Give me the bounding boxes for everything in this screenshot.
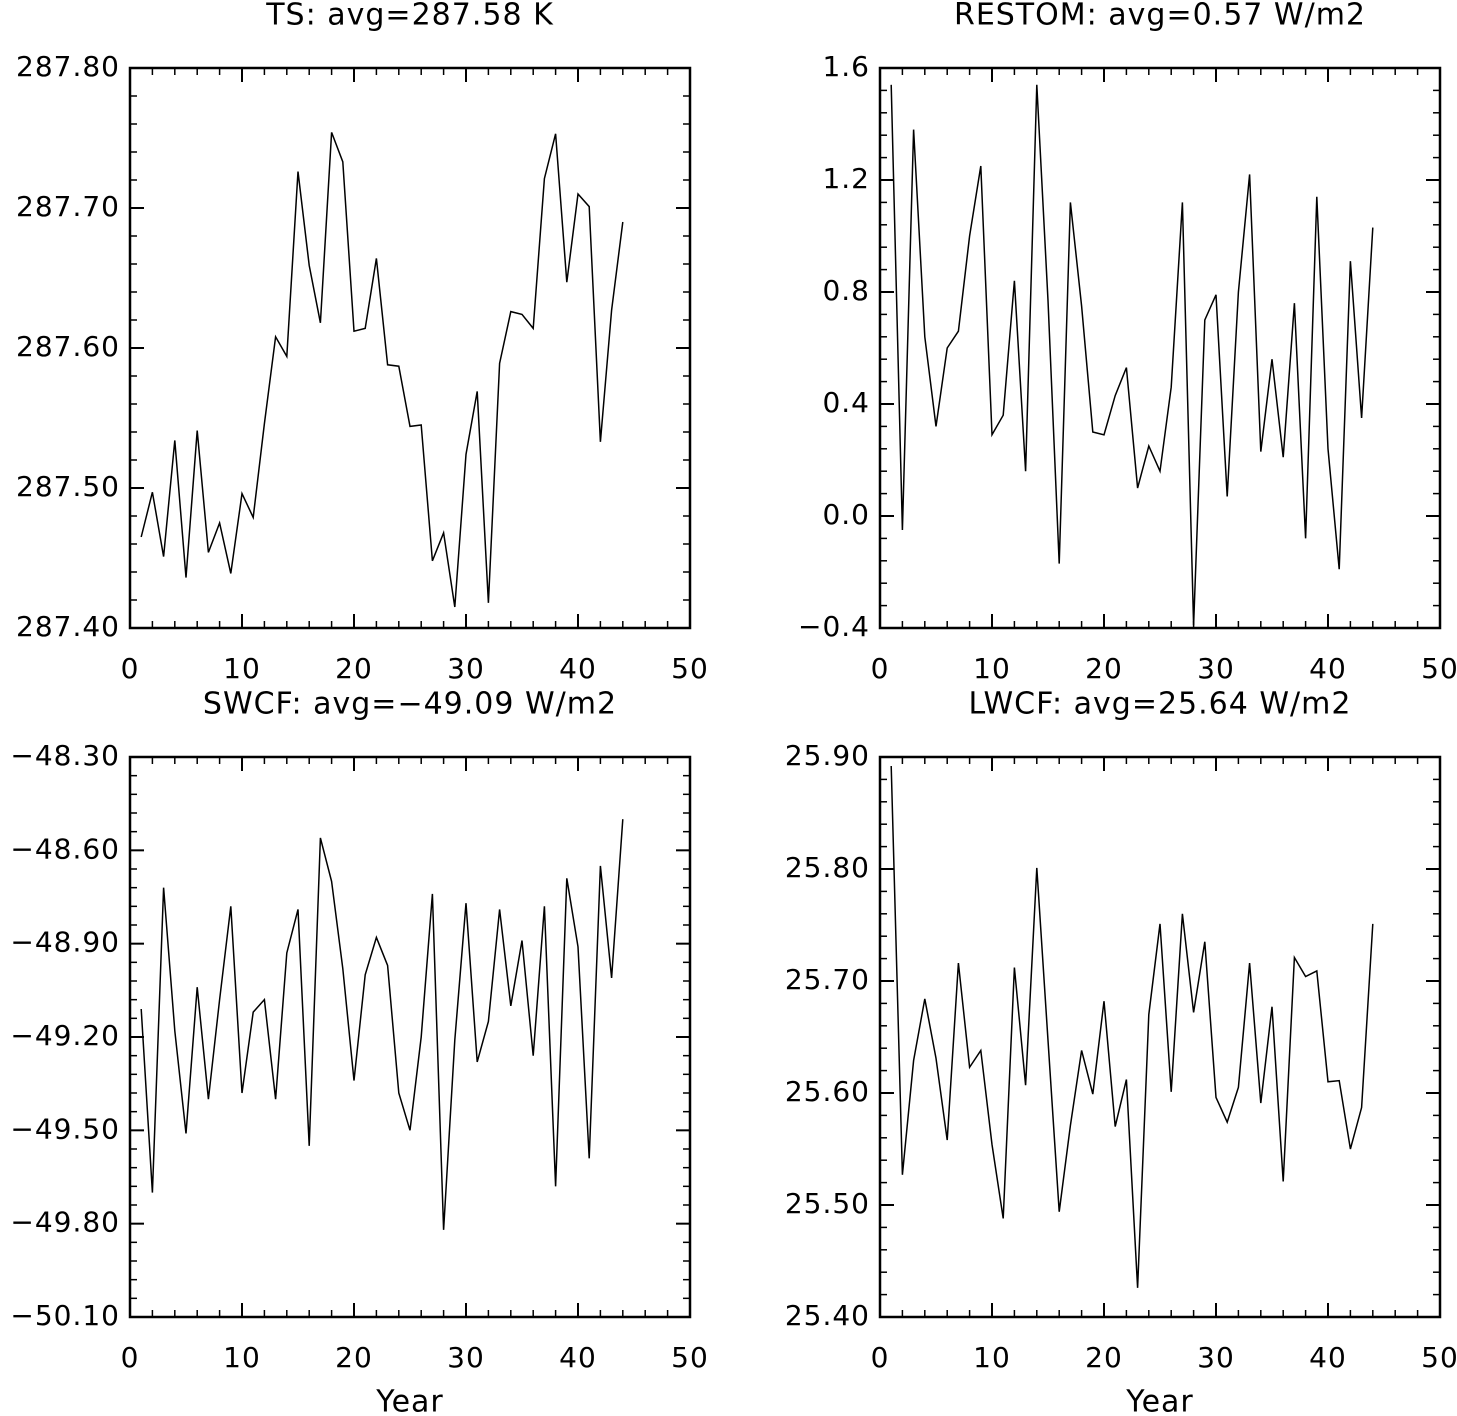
y-tick-label: 287.70 [16, 190, 120, 223]
x-tick-label: 30 [1197, 1341, 1235, 1374]
x-axis-label: Year [375, 1385, 444, 1416]
x-axis-label: Year [1125, 1385, 1194, 1416]
y-tick-label: 287.60 [16, 330, 120, 363]
data-line [140, 132, 624, 608]
x-tick-label: 20 [1085, 652, 1123, 685]
y-tick-label: 1.6 [822, 50, 870, 83]
y-tick-label: −49.50 [10, 1112, 120, 1145]
y-tick-label: 287.50 [16, 470, 120, 503]
x-tick-label: 20 [1085, 1341, 1123, 1374]
y-tick-label: 25.50 [785, 1187, 870, 1220]
plot-frame [878, 66, 1442, 630]
y-tick-label: −48.30 [10, 739, 120, 772]
y-tick-label: −49.80 [10, 1206, 120, 1239]
x-tick-label: 20 [335, 1341, 373, 1374]
x-tick-label: 0 [121, 1341, 140, 1374]
x-tick-label: 40 [559, 1341, 597, 1374]
plot-frame [878, 755, 1442, 1319]
chart-title: LWCF: avg=25.64 W/m2 [969, 687, 1352, 722]
x-tick-label: 30 [1197, 652, 1235, 685]
y-tick-label: −48.90 [10, 926, 120, 959]
x-tick-label: 50 [1421, 1341, 1457, 1374]
y-tick-label: −49.20 [10, 1019, 120, 1052]
x-tick-label: 10 [223, 1341, 261, 1374]
y-tick-label: 0.0 [822, 498, 870, 531]
y-tick-label: 287.40 [16, 610, 120, 643]
data-line [890, 765, 1374, 1288]
x-tick-label: 40 [559, 652, 597, 685]
x-tick-label: 30 [447, 1341, 485, 1374]
x-tick-label: 40 [1309, 1341, 1347, 1374]
y-tick-label: −0.4 [798, 610, 870, 643]
y-tick-label: 25.70 [785, 963, 870, 996]
chart-title: SWCF: avg=−49.09 W/m2 [203, 687, 617, 722]
x-tick-label: 0 [121, 652, 140, 685]
x-tick-label: 10 [973, 1341, 1011, 1374]
x-tick-label: 0 [871, 1341, 890, 1374]
x-tick-label: 50 [671, 652, 709, 685]
x-tick-label: 10 [973, 652, 1011, 685]
y-tick-label: 287.80 [16, 50, 120, 83]
plot-frame [128, 66, 692, 630]
y-tick-label: 0.4 [822, 386, 870, 419]
y-tick-label: 25.60 [785, 1075, 870, 1108]
x-tick-label: 50 [1421, 652, 1457, 685]
y-tick-label: −50.10 [10, 1299, 120, 1332]
x-tick-label: 0 [871, 652, 890, 685]
data-line [140, 819, 624, 1230]
y-tick-label: 25.40 [785, 1299, 870, 1332]
x-tick-label: 10 [223, 652, 261, 685]
y-tick-label: 25.90 [785, 739, 870, 772]
y-tick-label: 1.2 [822, 162, 870, 195]
x-tick-label: 50 [671, 1341, 709, 1374]
x-tick-label: 30 [447, 652, 485, 685]
y-tick-label: 25.80 [785, 851, 870, 884]
chart-title: RESTOM: avg=0.57 W/m2 [954, 0, 1366, 33]
x-tick-label: 20 [335, 652, 373, 685]
y-tick-label: 0.8 [822, 274, 870, 307]
data-line [890, 84, 1374, 626]
plot-frame [128, 755, 692, 1319]
chart-title: TS: avg=287.58 K [265, 0, 554, 33]
y-tick-label: −48.60 [10, 832, 120, 865]
x-tick-label: 40 [1309, 652, 1347, 685]
